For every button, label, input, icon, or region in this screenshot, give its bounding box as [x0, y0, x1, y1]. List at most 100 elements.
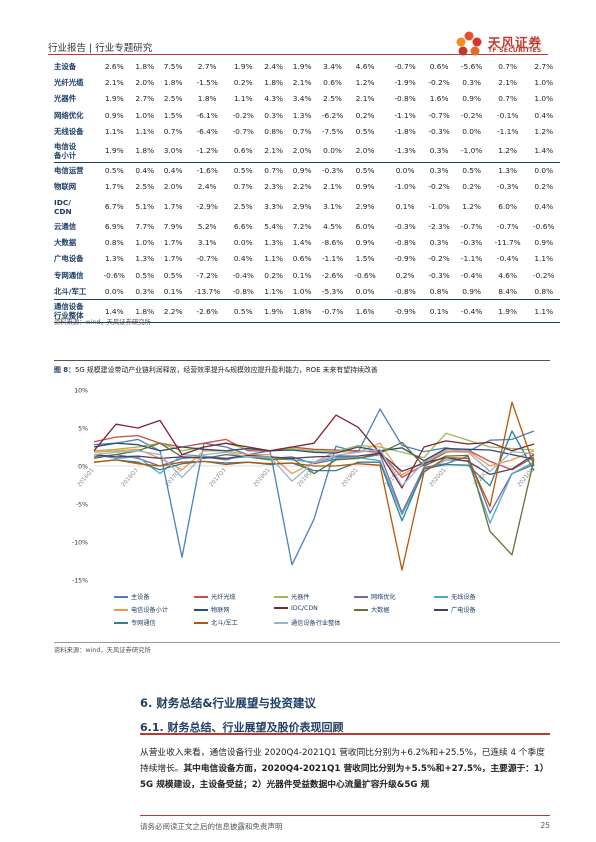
table-cell: 3.1%	[197, 238, 217, 248]
legend-label: 光器件	[291, 594, 310, 601]
table-cell: 0.4%	[135, 166, 155, 176]
table-cell: 0.9%	[104, 110, 124, 120]
table-cell: -0.7%	[428, 110, 450, 120]
table-cell: -13.7%	[187, 283, 227, 301]
table-cell: 1.9%	[259, 299, 288, 324]
table-cell: -0.7%	[460, 221, 483, 231]
table-row: 云通信 6.9% 7.7% 7.9% 5.2% 6.6% 5.4% 7.2% 4.5% 6.0% -…	[54, 218, 560, 234]
disclaimer: 请务必阅读正文之后的信息披露和免责声明	[140, 822, 283, 831]
table-cell: 1.2%	[487, 139, 528, 163]
table-cell: -0.2%	[232, 110, 254, 120]
table-cell: 1.1%	[104, 126, 124, 136]
legend-swatch	[434, 609, 448, 611]
paragraph-part-1: 从营业收入来看，通信设备行业 2020Q4-2021Q1 营收同比分别为+6.2…	[140, 748, 545, 775]
table-cell: -11.7%	[494, 238, 521, 248]
table-cell: -1.1%	[394, 110, 416, 120]
table-cell: 1.1%	[259, 283, 288, 301]
legend-item: 电信设备小计	[114, 605, 168, 614]
table-cell: 0.2%	[462, 182, 481, 192]
table-cell: 5.1%	[135, 202, 155, 212]
table-cell: -0.3%	[496, 182, 519, 192]
table-cell: -0.3%	[460, 238, 483, 248]
legend-swatch	[274, 596, 288, 598]
report-category: 行业报告 | 行业专题研究	[48, 43, 153, 54]
legend-item: 大数据	[354, 605, 390, 614]
row-label: IDC/CDN	[54, 197, 72, 216]
row-label: 广电设备	[54, 254, 84, 264]
table-cell: 0.9%	[455, 283, 488, 301]
table-cell: 1.4%	[98, 299, 131, 324]
table-cell: -0.2%	[428, 254, 450, 264]
legend-item: 无线设备	[434, 592, 476, 601]
legend-label: 无线设备	[451, 594, 476, 601]
series-line	[93, 401, 535, 571]
series-line	[93, 452, 535, 476]
table-cell: 2.4%	[264, 61, 284, 71]
table-row: 广电设备 1.3% 1.3% 1.7% -0.7% 0.4% 1.1% 0.6% -1.1% 1.…	[54, 251, 560, 267]
table-cell: 0.0%	[348, 283, 382, 301]
table-cell: -0.8%	[381, 283, 423, 301]
table-cell: 0.1%	[395, 202, 415, 212]
table-cell: 1.9%	[292, 61, 312, 71]
table-cell: -0.8%	[394, 238, 416, 248]
y-tick-label: -15%	[72, 578, 88, 585]
table-cell: -0.3%	[394, 221, 416, 231]
table-cell: 0.5%	[135, 270, 155, 280]
table-cell: -1.0%	[455, 139, 488, 163]
legend-item: 专网通信	[114, 618, 156, 627]
y-tick-label: -5%	[76, 502, 88, 509]
y-tick-label: 10%	[74, 388, 88, 395]
table-cell: 1.8%	[197, 94, 217, 104]
table-cell: -1.1%	[321, 254, 344, 264]
table-row: 大数据 0.8% 1.0% 1.7% 3.1% 0.0% 1.3% 1.4% -8.6% 0.9%…	[54, 234, 560, 250]
table-cell: 5.2%	[197, 221, 217, 231]
table-cell: -2.6%	[187, 299, 227, 324]
table-source: 资料来源：wind，天风证券研究所	[54, 319, 151, 326]
legend-item: 北斗/军工	[194, 618, 238, 627]
table-cell: -1.1%	[496, 126, 519, 136]
table-cell: 0.0%	[462, 126, 481, 136]
table-cell: 1.1%	[264, 254, 284, 264]
legend-item: 主设备	[114, 592, 150, 601]
table-cell: 2.5%	[323, 94, 342, 104]
table-cell: -1.3%	[381, 139, 423, 163]
table-cell: 1.1%	[135, 126, 155, 136]
legend-item: IDC/CDN	[274, 605, 318, 612]
table-cell: 2.1%	[323, 182, 342, 192]
table-cell: -0.4%	[232, 270, 254, 280]
table-cell: -0.7%	[196, 254, 218, 264]
table-cell: 3.4%	[323, 61, 342, 71]
table-cell: 0.2%	[534, 182, 554, 192]
row-label: 物联网	[54, 182, 77, 192]
table-cell: 0.0%	[233, 238, 253, 248]
legend-swatch	[194, 596, 208, 598]
table-cell: 4.5%	[323, 221, 342, 231]
legend-label: 光纤光缆	[211, 594, 236, 601]
table-cell: 1.4%	[527, 139, 560, 163]
table-cell: -0.2%	[428, 182, 450, 192]
table-cell: 3.0%	[158, 139, 188, 163]
table-cell: -7.5%	[321, 126, 344, 136]
table-cell: 0.2%	[355, 110, 375, 120]
table-cell: 2.0%	[135, 77, 155, 87]
table-cell: -0.2%	[532, 270, 555, 280]
series-line	[93, 408, 535, 566]
table-cell: 0.8%	[527, 283, 560, 301]
table-cell: 1.2%	[462, 202, 481, 212]
table-cell: 1.4%	[292, 238, 312, 248]
x-tick-label: 2018Q1	[253, 467, 272, 488]
legend-swatch	[194, 622, 208, 624]
table-cell: 4.3%	[264, 94, 284, 104]
company-logo: 天风证券 TF SECURITIES	[452, 30, 548, 60]
table-cell: 0.5%	[104, 166, 124, 176]
table-cell: 1.9%	[233, 61, 253, 71]
table-cell: -1.9%	[394, 77, 416, 87]
series-line	[93, 432, 535, 459]
legend-label: 广电设备	[451, 607, 476, 614]
body-paragraph: 从营业收入来看，通信设备行业 2020Q4-2021Q1 营收同比分别为+6.2…	[140, 745, 550, 794]
x-tick-label: 2017Q3	[209, 467, 228, 488]
table-cell: 0.9%	[355, 182, 375, 192]
table-cell: 1.3%	[292, 110, 312, 120]
figure-label: 图 8：	[54, 366, 75, 374]
series-line	[93, 441, 535, 556]
